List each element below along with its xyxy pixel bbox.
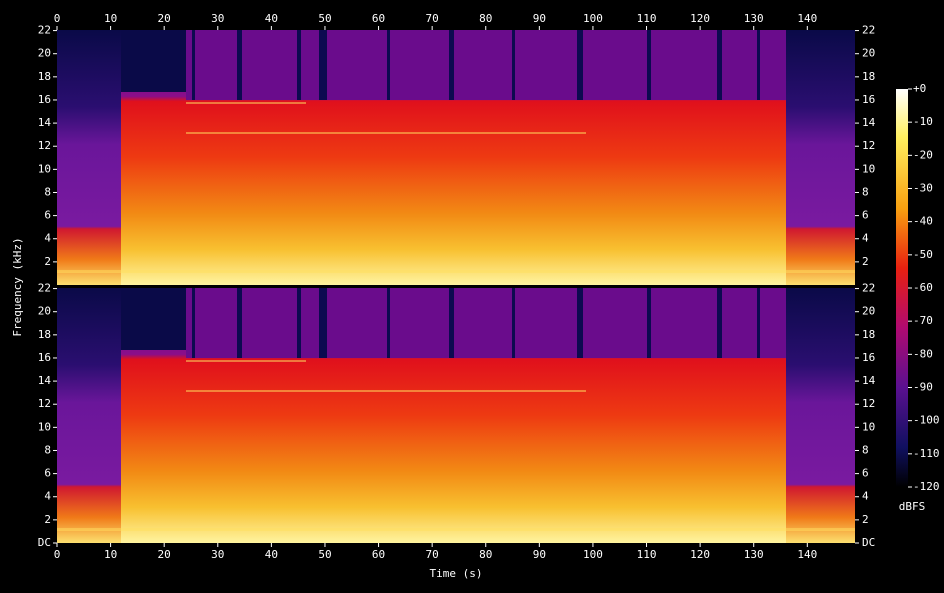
x-tick-label: 40 (265, 12, 278, 25)
y-tick-label: 6 (862, 209, 869, 222)
x-tick-label: 130 (744, 12, 764, 25)
colorbar-tick-label: -70 (913, 314, 933, 327)
y-tick-label: 4 (44, 232, 51, 245)
colorbar-tick-label: -10 (913, 115, 933, 128)
y-tick-label: 20 (38, 305, 51, 318)
y-tick-label: 18 (38, 70, 51, 83)
y-tick-label: 16 (38, 351, 51, 364)
x-tick-label: 140 (797, 548, 817, 561)
y-tick-label: 20 (862, 47, 875, 60)
x-tick-label: 50 (318, 548, 331, 561)
x-tick-label: 100 (583, 548, 603, 561)
x-tick-label: 140 (797, 12, 817, 25)
y-tick-label: 22 (862, 24, 875, 37)
y-tick-label: 18 (862, 70, 875, 83)
colorbar-label: dBFS (899, 500, 926, 513)
x-tick-label: 0 (54, 12, 61, 25)
colorbar-tick-label: -120 (913, 480, 940, 493)
x-tick-label: 20 (158, 548, 171, 561)
y-tick-label: 4 (862, 490, 869, 503)
y-tick-label: 8 (862, 185, 869, 198)
spectrogram (57, 288, 855, 543)
y-tick-label: 2 (862, 255, 869, 268)
y-tick-label: 14 (38, 374, 52, 387)
y-tick-label: 12 (862, 397, 875, 410)
y-tick-label: 14 (862, 374, 876, 387)
colorbar-tick-label: -40 (913, 215, 933, 228)
y-tick-label: 16 (862, 351, 875, 364)
y-tick-label: 8 (862, 443, 869, 456)
colorbar-tick-label: -100 (913, 414, 940, 427)
x-tick-label: 70 (426, 12, 439, 25)
y-tick-label: 8 (44, 185, 51, 198)
x-tick-label: 0 (54, 548, 61, 561)
y-tick-label: 2 (862, 513, 869, 526)
x-tick-label: 110 (637, 548, 657, 561)
x-tick-label: 10 (104, 548, 117, 561)
colorbar-tick-label: -30 (913, 182, 933, 195)
x-tick-label: 110 (637, 12, 657, 25)
y-tick-label: 10 (862, 420, 875, 433)
y-axis-label: Frequency (kHz) (11, 237, 24, 336)
y-tick-label: 18 (862, 328, 875, 341)
colorbar-tick-label: -50 (913, 248, 933, 261)
y-tick-label: 12 (862, 139, 875, 152)
y-tick-label: 2 (44, 255, 51, 268)
x-tick-label: 60 (372, 548, 385, 561)
y-tick-label: 14 (862, 116, 876, 129)
x-tick-label: 30 (211, 548, 224, 561)
x-tick-label: 10 (104, 12, 117, 25)
x-tick-label: 120 (690, 548, 710, 561)
y-tick-label: 6 (44, 209, 51, 222)
colorbar-tick-label: +0 (913, 82, 926, 95)
x-tick-label: 70 (426, 548, 439, 561)
y-tick-label: 10 (38, 420, 51, 433)
x-tick-label: 80 (479, 12, 492, 25)
y-tick-label: 6 (44, 467, 51, 480)
y-tick-label: 6 (862, 467, 869, 480)
y-tick-label: 4 (44, 490, 51, 503)
x-tick-label: 20 (158, 12, 171, 25)
colorbar-tick-label: -80 (913, 347, 933, 360)
y-tick-label: 22 (38, 24, 51, 37)
colorbar-tick-label: -90 (913, 381, 933, 394)
x-tick-label: 90 (533, 12, 546, 25)
colorbar-tick-label: -20 (913, 148, 933, 161)
y-tick-label: 10 (38, 162, 51, 175)
y-tick-label: 14 (38, 116, 52, 129)
x-tick-label: 40 (265, 548, 278, 561)
y-tick-label: 12 (38, 139, 51, 152)
y-tick-label: 2 (44, 513, 51, 526)
y-tick-label: 4 (862, 232, 869, 245)
colorbar (896, 89, 908, 487)
y-tick-label: 22 (38, 282, 51, 295)
x-tick-label: 50 (318, 12, 331, 25)
y-tick-label: DC (862, 536, 875, 549)
x-tick-label: 30 (211, 12, 224, 25)
colorbar-tick-label: -60 (913, 281, 933, 294)
y-tick-label: 22 (862, 282, 875, 295)
y-tick-label: 12 (38, 397, 51, 410)
x-tick-label: 120 (690, 12, 710, 25)
y-tick-label: DC (38, 536, 51, 549)
plot-area (57, 30, 855, 543)
y-tick-label: 18 (38, 328, 51, 341)
y-tick-label: 20 (862, 305, 875, 318)
y-tick-label: 20 (38, 47, 51, 60)
x-axis-label: Time (s) (430, 567, 483, 580)
colorbar-tick-label: -110 (913, 447, 940, 460)
y-tick-label: 8 (44, 443, 51, 456)
y-tick-label: 10 (862, 162, 875, 175)
y-tick-label: 16 (38, 93, 51, 106)
y-tick-label: 16 (862, 93, 875, 106)
x-tick-label: 80 (479, 548, 492, 561)
x-tick-label: 90 (533, 548, 546, 561)
x-tick-label: 130 (744, 548, 764, 561)
spectrogram (57, 30, 855, 285)
x-tick-label: 60 (372, 12, 385, 25)
x-tick-label: 100 (583, 12, 603, 25)
